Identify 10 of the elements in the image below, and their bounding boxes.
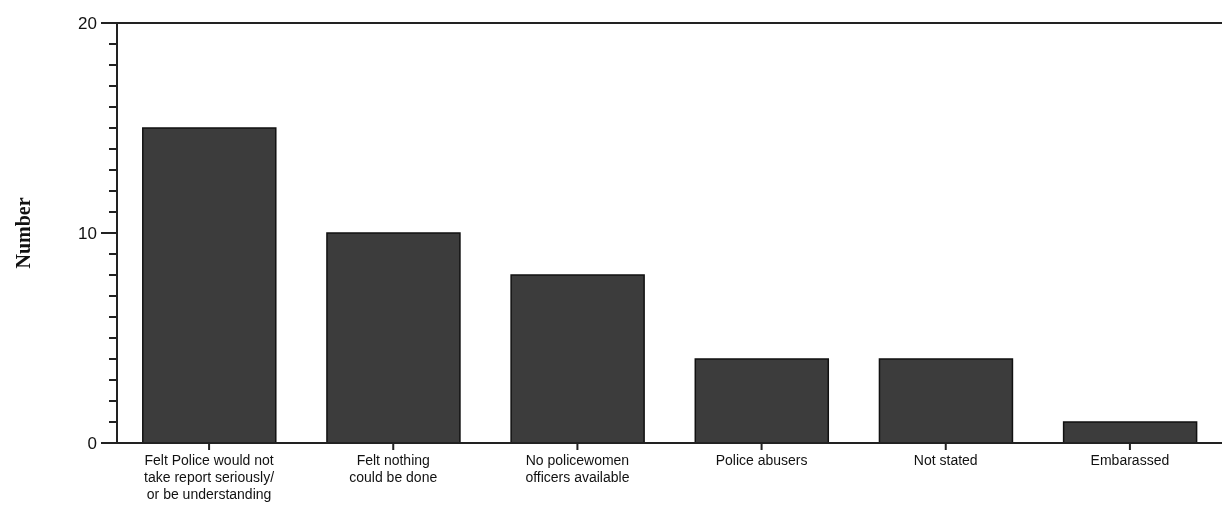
y-axis-title: Number: [12, 197, 35, 269]
y-tick-label: 10: [78, 224, 97, 243]
x-tick-label: Felt nothing could be done: [349, 452, 438, 485]
x-tick-label: Felt Police would not take report seriously/ or be understanding: [144, 452, 275, 502]
x-tick-label: Not stated: [913, 452, 978, 468]
x-tick-label: Police abusers: [715, 452, 808, 468]
x-tick-label: Embarassed: [1090, 452, 1170, 468]
y-tick-label: 0: [87, 434, 97, 453]
x-tick-label: No policewomen officers available: [525, 452, 630, 485]
y-tick-label: 20: [78, 14, 97, 33]
